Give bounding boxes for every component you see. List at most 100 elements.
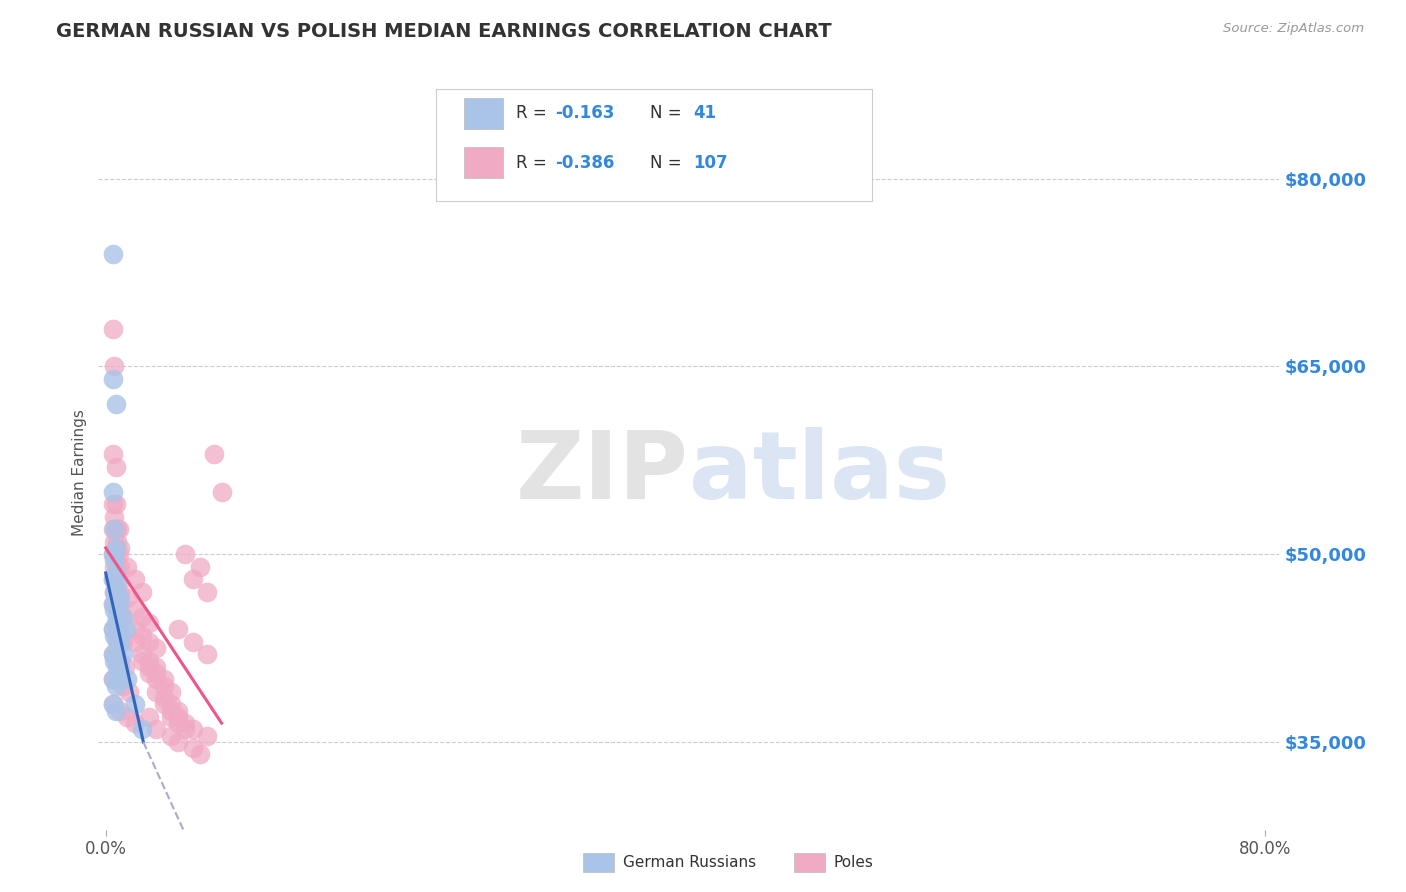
Point (108, 704, 131, 718)
Point (104, 704, 127, 718)
Point (101, 447, 124, 461)
Point (131, 723, 153, 737)
Point (104, 628, 127, 642)
Point (101, 648, 124, 662)
Point (101, 698, 124, 712)
Point (104, 566, 127, 580)
Point (101, 648, 124, 662)
Point (101, 597, 124, 611)
Text: atlas: atlas (689, 426, 950, 519)
Point (104, 615, 127, 630)
Point (103, 559, 125, 574)
Text: GERMAN RUSSIAN VS POLISH MEDIAN EARNINGS CORRELATION CHART: GERMAN RUSSIAN VS POLISH MEDIAN EARNINGS… (56, 22, 832, 41)
Text: 41: 41 (693, 104, 716, 122)
Point (181, 723, 204, 737)
Text: Poles: Poles (834, 855, 873, 870)
Point (167, 735, 190, 749)
Point (131, 648, 153, 662)
Text: R =: R = (516, 154, 553, 172)
Point (174, 716, 197, 731)
Point (152, 679, 174, 693)
Point (188, 559, 211, 574)
Point (117, 591, 139, 605)
Point (138, 615, 160, 630)
Point (103, 584, 125, 599)
Point (167, 710, 190, 724)
Point (101, 622, 124, 636)
Point (167, 704, 190, 718)
Point (108, 654, 131, 668)
Point (103, 359, 125, 374)
Text: -0.163: -0.163 (555, 104, 614, 122)
Point (117, 559, 139, 574)
Point (152, 673, 174, 687)
Point (112, 679, 135, 693)
Point (145, 685, 167, 699)
Point (112, 634, 135, 648)
Point (131, 628, 153, 642)
Point (124, 572, 146, 586)
Point (103, 584, 125, 599)
Point (101, 622, 124, 636)
Point (107, 634, 129, 648)
Point (101, 322, 124, 336)
Point (181, 572, 204, 586)
Point (105, 673, 128, 687)
Text: N =: N = (650, 154, 686, 172)
Point (107, 547, 129, 561)
Point (174, 547, 197, 561)
Point (124, 622, 146, 636)
Point (145, 666, 167, 681)
Point (104, 597, 127, 611)
Point (174, 723, 197, 737)
Point (101, 547, 124, 561)
Point (107, 522, 129, 536)
Point (138, 660, 160, 674)
Point (117, 710, 139, 724)
Text: Source: ZipAtlas.com: Source: ZipAtlas.com (1223, 22, 1364, 36)
Point (145, 723, 167, 737)
Point (112, 609, 135, 624)
Point (105, 584, 128, 599)
Point (101, 597, 124, 611)
Point (101, 547, 124, 561)
Point (104, 679, 127, 693)
Point (160, 704, 183, 718)
Point (101, 673, 124, 687)
Text: N =: N = (650, 104, 686, 122)
Point (104, 648, 127, 662)
Point (101, 372, 124, 386)
Point (181, 741, 204, 756)
Point (101, 572, 124, 586)
Point (110, 609, 132, 624)
Point (108, 628, 131, 642)
Text: ZIP: ZIP (516, 426, 689, 519)
Point (160, 698, 183, 712)
Point (105, 522, 128, 536)
Point (115, 622, 138, 636)
Point (195, 648, 218, 662)
Text: R =: R = (516, 104, 553, 122)
Point (107, 673, 129, 687)
Point (124, 634, 146, 648)
Point (131, 654, 153, 668)
Point (114, 660, 136, 674)
Point (160, 710, 183, 724)
Point (181, 634, 204, 648)
Point (103, 628, 125, 642)
Point (138, 710, 160, 724)
Point (131, 584, 153, 599)
Point (104, 459, 127, 474)
Point (104, 522, 127, 536)
Point (202, 447, 225, 461)
Point (107, 603, 129, 617)
Point (108, 584, 131, 599)
Point (152, 698, 174, 712)
Point (167, 622, 190, 636)
Point (138, 654, 160, 668)
Point (101, 497, 124, 511)
Point (104, 397, 127, 411)
Point (104, 547, 127, 561)
Point (105, 660, 128, 674)
Point (108, 559, 131, 574)
